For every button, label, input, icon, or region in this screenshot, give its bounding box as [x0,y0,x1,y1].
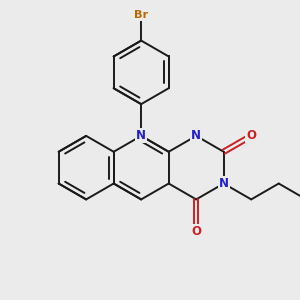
Text: O: O [246,129,256,142]
Text: N: N [136,129,146,142]
Text: O: O [191,225,201,238]
Text: Br: Br [134,10,148,20]
Text: N: N [219,177,229,190]
Text: N: N [191,129,201,142]
